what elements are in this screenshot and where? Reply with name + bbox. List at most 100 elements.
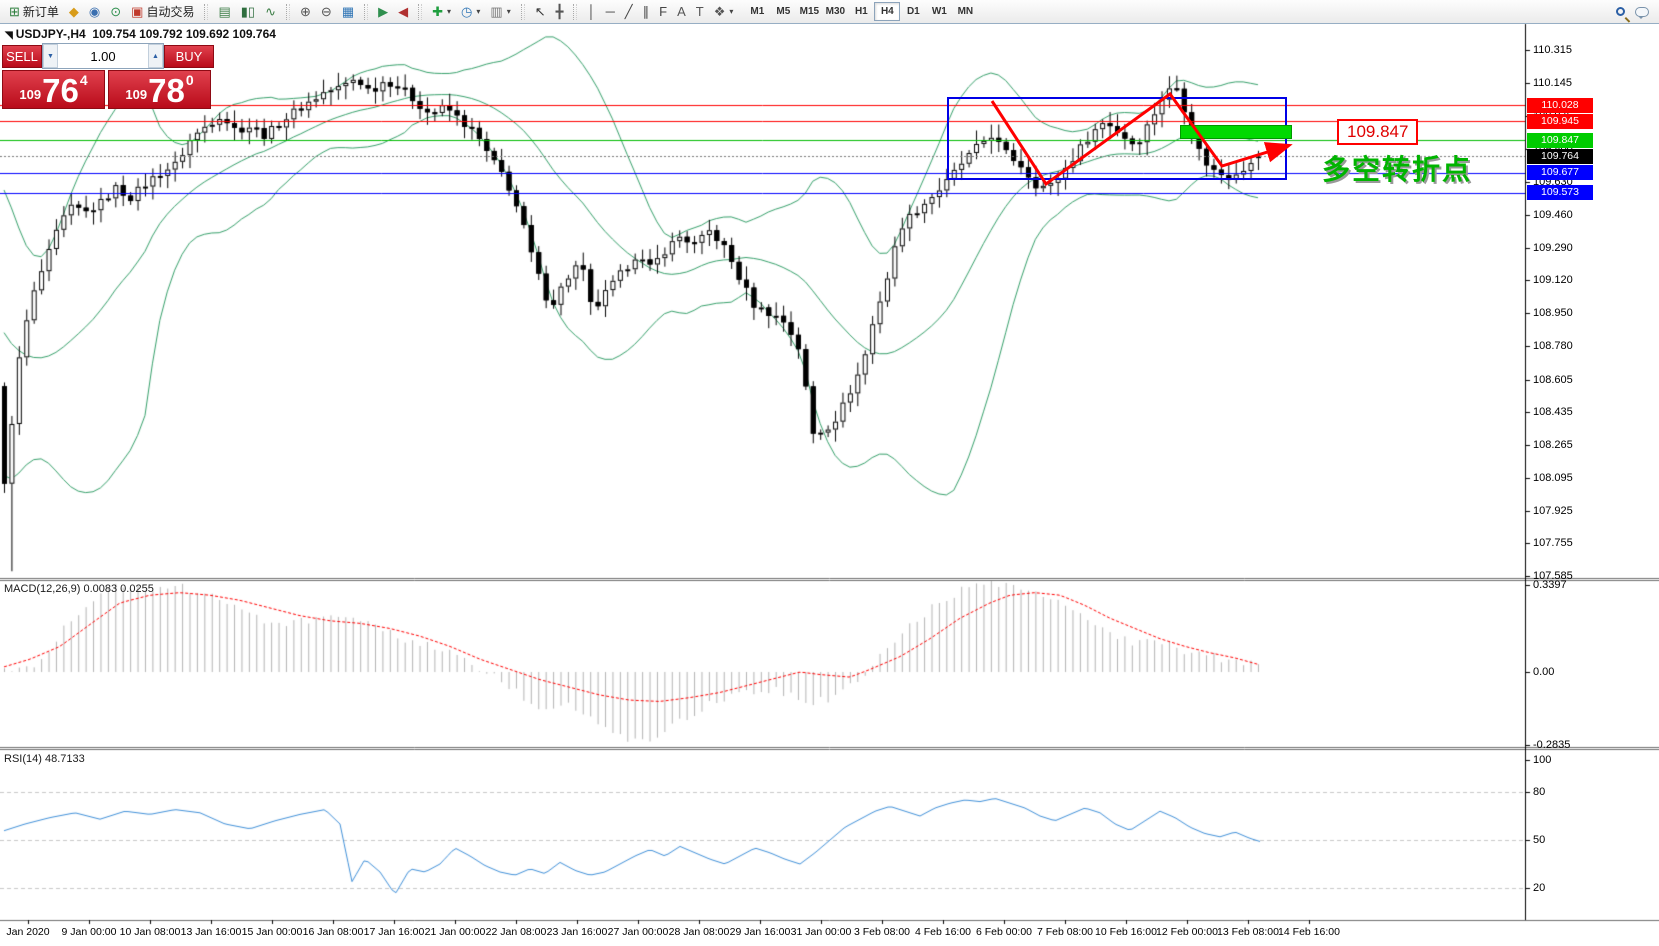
price-tick-label: 109.290 bbox=[1533, 241, 1573, 254]
periods-button-icon: ◷ bbox=[461, 4, 473, 19]
fibonacci-tool-icon: F bbox=[659, 4, 668, 19]
buy-price-display[interactable]: 109 78 0 bbox=[108, 70, 211, 109]
timeframe-d1[interactable]: D1 bbox=[906, 6, 920, 17]
community-icon-icon: ◉ bbox=[88, 4, 101, 19]
toolbar-separator bbox=[286, 3, 290, 20]
turning-point-note[interactable]: 多空转折点 bbox=[1322, 154, 1473, 185]
auto-trading-button[interactable]: ▣ 自动交易 bbox=[126, 2, 199, 22]
auto-scroll-button[interactable]: ▶ bbox=[373, 2, 393, 22]
time-axis-label: 28 Jan 08:00 bbox=[668, 926, 730, 938]
candlestick-mode-button[interactable]: ▮▯ bbox=[236, 2, 260, 22]
volume-input[interactable] bbox=[58, 48, 148, 64]
volume-increase-button[interactable]: ▲ bbox=[148, 44, 163, 68]
time-axis-label: 10 Jan 08:00 bbox=[119, 926, 181, 938]
auto-scroll-button-icon: ▶ bbox=[378, 4, 389, 19]
zoom-out-button-icon: ⊖ bbox=[320, 4, 332, 19]
timeframe-w1[interactable]: W1 bbox=[931, 6, 947, 17]
signal-icon-icon: ⊙ bbox=[110, 4, 122, 19]
toolbar-separator bbox=[418, 3, 423, 20]
time-axis-label: 31 Jan 00:00 bbox=[790, 926, 852, 938]
add-indicator-button-icon: ✚ bbox=[432, 4, 444, 19]
sell-price-display[interactable]: 109 76 4 bbox=[2, 70, 105, 109]
fibonacci-tool[interactable]: F bbox=[654, 2, 672, 22]
templates-button[interactable]: ▥ ▾ bbox=[485, 2, 515, 22]
buy-price-prefix: 109 bbox=[125, 87, 148, 102]
price-tag-109.573: 109.573 bbox=[1527, 185, 1593, 201]
timeframe-m1[interactable]: M1 bbox=[750, 6, 765, 17]
shapes-tool-dropdown-arrow[interactable]: ▾ bbox=[729, 7, 734, 16]
auto-trading-button-label: 自动交易 bbox=[146, 5, 195, 19]
vertical-line-tool[interactable]: │ bbox=[582, 2, 600, 22]
gold-quote-icon-icon: ◆ bbox=[68, 4, 79, 19]
volume-decrease-button[interactable]: ▼ bbox=[43, 44, 58, 68]
crosshair-tool-button[interactable]: ╋ bbox=[551, 2, 569, 22]
trendline-tool-icon: ╱ bbox=[624, 4, 633, 19]
horizontal-line-tool-icon: ─ bbox=[605, 4, 615, 19]
rsi-tick-label: 100 bbox=[1533, 754, 1552, 766]
line-chart-mode-button[interactable]: ∿ bbox=[260, 2, 281, 22]
shapes-tool[interactable]: ❖ ▾ bbox=[709, 2, 739, 22]
text-label-tool[interactable]: T bbox=[691, 2, 709, 22]
price-tag-109.945: 109.945 bbox=[1527, 113, 1593, 129]
search-icon[interactable] bbox=[1616, 7, 1625, 16]
timeframe-mn[interactable]: MN bbox=[957, 6, 974, 17]
toolbar-separator bbox=[364, 3, 369, 20]
trendline-tool[interactable]: ╱ bbox=[620, 2, 638, 22]
price-callout-label[interactable]: 109.847 bbox=[1337, 119, 1419, 145]
templates-button-dropdown-arrow[interactable]: ▾ bbox=[506, 7, 511, 16]
rsi-tick-label: 20 bbox=[1533, 882, 1546, 894]
time-axis-label: 27 Jan 00:00 bbox=[607, 926, 669, 938]
horizontal-line-tool[interactable]: ─ bbox=[601, 2, 620, 22]
add-indicator-button-dropdown-arrow[interactable]: ▾ bbox=[447, 7, 452, 16]
toolbar-separator bbox=[204, 3, 209, 20]
tile-windows-button[interactable]: ▦ bbox=[337, 2, 359, 22]
time-axis-label: 6 Feb 00:00 bbox=[975, 926, 1033, 938]
zoom-in-button[interactable]: ⊕ bbox=[295, 2, 316, 22]
text-tool[interactable]: A bbox=[672, 2, 691, 22]
channel-tool[interactable]: ∥ bbox=[638, 2, 655, 22]
timeframe-h1[interactable]: H1 bbox=[854, 6, 868, 17]
time-axis-label: 22 Jan 08:00 bbox=[485, 926, 547, 938]
price-tick-label: 107.925 bbox=[1533, 504, 1573, 517]
timeframe-m5[interactable]: M5 bbox=[776, 6, 791, 17]
price-tick-label: 108.780 bbox=[1533, 339, 1573, 352]
sell-button[interactable]: SELL bbox=[2, 45, 42, 68]
buy-button[interactable]: BUY bbox=[164, 45, 214, 68]
chat-icon[interactable] bbox=[1635, 6, 1649, 19]
vertical-line-tool-icon: │ bbox=[587, 4, 596, 19]
candlestick-mode-button-icon: ▮▯ bbox=[240, 4, 256, 19]
price-tick-label: 108.265 bbox=[1533, 439, 1573, 452]
community-icon[interactable]: ◉ bbox=[84, 2, 105, 22]
chart-shift-button-icon: ◀ bbox=[398, 4, 409, 19]
price-tick-label: 109.120 bbox=[1533, 274, 1573, 287]
time-axis-label: Jan 2020 bbox=[6, 926, 50, 938]
sell-price-sup: 4 bbox=[79, 72, 88, 88]
time-axis-label: 7 Feb 08:00 bbox=[1036, 926, 1094, 938]
timeframe-m30[interactable]: M30 bbox=[825, 6, 846, 17]
support-zone-rectangle[interactable] bbox=[1180, 125, 1292, 139]
price-tick-label: 108.605 bbox=[1533, 373, 1573, 386]
time-axis-label: 21 Jan 00:00 bbox=[424, 926, 486, 938]
price-tick-label: 108.095 bbox=[1533, 471, 1573, 484]
channel-tool-icon: ∥ bbox=[642, 4, 650, 19]
periods-button[interactable]: ◷ ▾ bbox=[456, 2, 485, 22]
bar-chart-mode-button[interactable]: ▤ bbox=[213, 2, 235, 22]
price-tag-109.847: 109.847 bbox=[1527, 132, 1593, 148]
price-tag-109.764: 109.764 bbox=[1527, 148, 1593, 164]
zoom-out-button[interactable]: ⊖ bbox=[316, 2, 337, 22]
chart-shift-button[interactable]: ◀ bbox=[393, 2, 413, 22]
timeframe-m15[interactable]: M15 bbox=[799, 6, 820, 17]
gold-quote-icon[interactable]: ◆ bbox=[64, 2, 84, 22]
add-indicator-button[interactable]: ✚ ▾ bbox=[427, 2, 456, 22]
timeframe-h4[interactable]: H4 bbox=[874, 2, 901, 21]
cursor-tool-button[interactable]: ↖ bbox=[530, 2, 551, 22]
shapes-tool-icon: ❖ bbox=[713, 4, 726, 19]
templates-button-icon: ▥ bbox=[490, 4, 503, 19]
trend-arrow-annotation[interactable] bbox=[990, 91, 1293, 187]
signal-icon[interactable]: ⊙ bbox=[105, 2, 126, 22]
new-order-button[interactable]: ⊞ 新订单 bbox=[4, 2, 64, 22]
toolbar: ⊞ 新订单 ◆ ◉ ⊙ ▣ 自动交易 ▤ ▮▯ ∿ ⊕ ⊖ ▦ ▶ ◀ ✚ ▾ ◷ ▾ ▥ ▾ ↖ ╋ │ ─ ╱ ∥ F A T ❖ ▾ M… bbox=[0, 0, 1659, 24]
periods-button-dropdown-arrow[interactable]: ▾ bbox=[476, 7, 481, 16]
timeframe-group: M1 M5 M15 M30 H1 H4 D1 W1 MN bbox=[744, 2, 978, 21]
